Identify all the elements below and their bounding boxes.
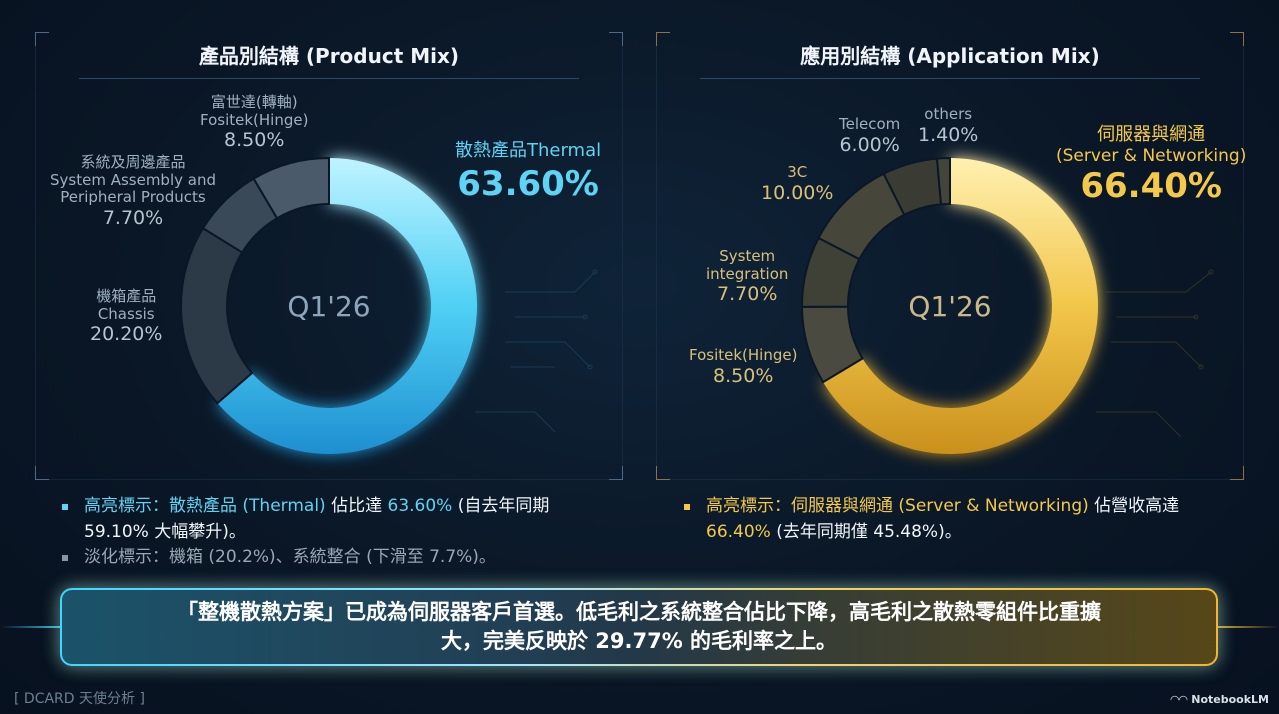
panel-title: 產品別結構 (Product Mix) — [198, 44, 460, 68]
note-thermal-line2: 59.10% 大幅攀升)。 — [84, 521, 246, 542]
label-server-en: (Server & Networking) — [1056, 146, 1247, 166]
label-sysint-line1: System — [719, 247, 776, 265]
label-3c-pct: 10.00% — [761, 181, 834, 204]
donut-slice-1 — [823, 158, 1098, 455]
title-divider — [700, 78, 1200, 79]
label-3c-name: 3C — [787, 163, 808, 181]
title-divider — [79, 78, 579, 79]
bullet-icon — [684, 504, 690, 510]
note-server-suffix: 佔營收高達 — [1094, 496, 1180, 516]
note-server-line2: (去年同期僅 45.48%)。 — [770, 521, 962, 542]
label-system-en2: Peripheral Products — [60, 188, 206, 207]
product-mix-donut: Q1'26 — [180, 156, 477, 455]
application-mix-donut: Q1'26 — [800, 156, 1098, 455]
label-others-name: others — [924, 105, 973, 123]
label-fositek-pct: 8.50% — [224, 129, 285, 152]
notebooklm-logo: ◠◠ NotebookLM — [1171, 693, 1270, 706]
label-server-networking: 伺服器與網通 (Server & Networking) 66.40% — [1056, 120, 1246, 206]
banner-line2: 大，完美反映於 29.77% 的毛利率之上。 — [440, 629, 838, 654]
banner-line1: 「整機散熱方案」已成為伺服器客戶首選。低毛利之系統整合佔比下降，高毛利之散熱零組… — [177, 600, 1101, 624]
label-system-zh: 系統及周邊產品 — [80, 153, 186, 171]
label-system-pct: 7.70% — [102, 207, 164, 230]
notes-left: 高亮標示：散熱產品 (Thermal) 佔比達 63.60% (自去年同期 59… — [62, 494, 622, 571]
note-muted: 淡化標示：機箱 (20.2%)、系統整合 (下滑至 7.7%)。 — [62, 545, 622, 571]
label-others-pct: 1.40% — [918, 123, 979, 146]
label-sysint-line2: integration — [706, 264, 789, 283]
label-fositek-hinge: Fositek(Hinge) 8.50% — [689, 346, 798, 387]
donut-center-label: Q1'26 — [287, 290, 370, 323]
note-highlight-thermal: 高亮標示：散熱產品 (Thermal) 佔比達 63.60% (自去年同期 59… — [62, 494, 622, 545]
donut-slice-2 — [180, 226, 254, 405]
label-chassis-pct: 20.20% — [90, 323, 163, 346]
note-thermal-pct: 63.60% — [387, 496, 453, 516]
donut-slice-1 — [217, 158, 477, 455]
label-chassis: 機箱產品 Chassis 20.20% — [90, 287, 163, 346]
label-chassis-en: Chassis — [97, 304, 155, 323]
note-thermal-mid: 佔比達 — [331, 496, 388, 516]
product-mix-panel: 產品別結構 (Product Mix) Q1'26 富世達(轉軸) Fosite… — [35, 32, 623, 480]
donut-slice-6 — [935, 156, 951, 206]
bullet-icon — [62, 555, 68, 561]
note-server-pct: 66.40% — [706, 521, 771, 542]
label-thermal-name: 散熱產品Thermal — [455, 140, 602, 161]
label-telecom-pct: 6.00% — [839, 133, 900, 156]
label-system-assembly: 系統及周邊產品 System Assembly and Peripheral P… — [50, 153, 216, 230]
label-fositek-name: Fositek(Hinge) — [689, 346, 798, 364]
label-sysint-pct: 7.70% — [717, 283, 778, 306]
label-others: others 1.40% — [918, 105, 979, 146]
application-mix-panel: 應用別結構 (Application Mix) Q1'26 Telecom 6.… — [656, 32, 1246, 480]
panel-title: 應用別結構 (Application Mix) — [800, 44, 1100, 68]
label-fositek: 富世達(轉軸) Fositek(Hinge) 8.50% — [200, 93, 309, 152]
conclusion-banner: 「整機散熱方案」已成為伺服器客戶首選。低毛利之系統整合佔比下降，高毛利之散熱零組… — [60, 588, 1218, 666]
donut-center-label: Q1'26 — [908, 290, 991, 323]
label-chassis-zh: 機箱產品 — [96, 287, 157, 305]
label-fositek-pct: 8.50% — [713, 364, 774, 387]
label-fositek-en: Fositek(Hinge) — [200, 110, 309, 129]
banner-glow-right — [1210, 626, 1279, 628]
note-highlight-server: 高亮標示：伺服器與網通 (Server & Networking) 佔營收高達 … — [684, 494, 1244, 545]
bullet-icon — [62, 504, 68, 510]
notes-right: 高亮標示：伺服器與網通 (Server & Networking) 佔營收高達 … — [684, 494, 1244, 545]
label-server-zh: 伺服器與網通 — [1097, 124, 1206, 145]
label-thermal-pct: 63.60% — [457, 164, 599, 204]
note-server-label: 高亮標示：伺服器與網通 (Server & Networking) — [706, 496, 1095, 516]
label-server-pct: 66.40% — [1080, 166, 1222, 206]
source-tag: [ DCARD 天使分析 ] — [14, 691, 145, 707]
label-thermal: 散熱產品Thermal 63.60% — [455, 136, 601, 204]
note-muted-text: 淡化標示：機箱 (20.2%)、系統整合 (下滑至 7.7%)。 — [84, 547, 496, 567]
notebooklm-text: NotebookLM — [1191, 693, 1269, 706]
label-telecom-name: Telecom — [839, 115, 901, 133]
label-3c: 3C 10.00% — [761, 163, 834, 204]
notebooklm-icon: ◠◠ — [1170, 693, 1192, 706]
label-fositek-zh: 富世達(轉軸) — [210, 93, 298, 111]
label-system-en1: System Assembly and — [50, 170, 216, 189]
banner-glow-left — [0, 626, 70, 628]
donut-slice-4 — [252, 156, 330, 220]
label-telecom: Telecom 6.00% — [839, 115, 901, 156]
label-system-integration: System integration 7.70% — [706, 247, 789, 306]
note-thermal-suffix: (自去年同期 — [452, 496, 550, 516]
note-thermal-label: 高亮標示：散熱產品 (Thermal) — [84, 496, 332, 516]
